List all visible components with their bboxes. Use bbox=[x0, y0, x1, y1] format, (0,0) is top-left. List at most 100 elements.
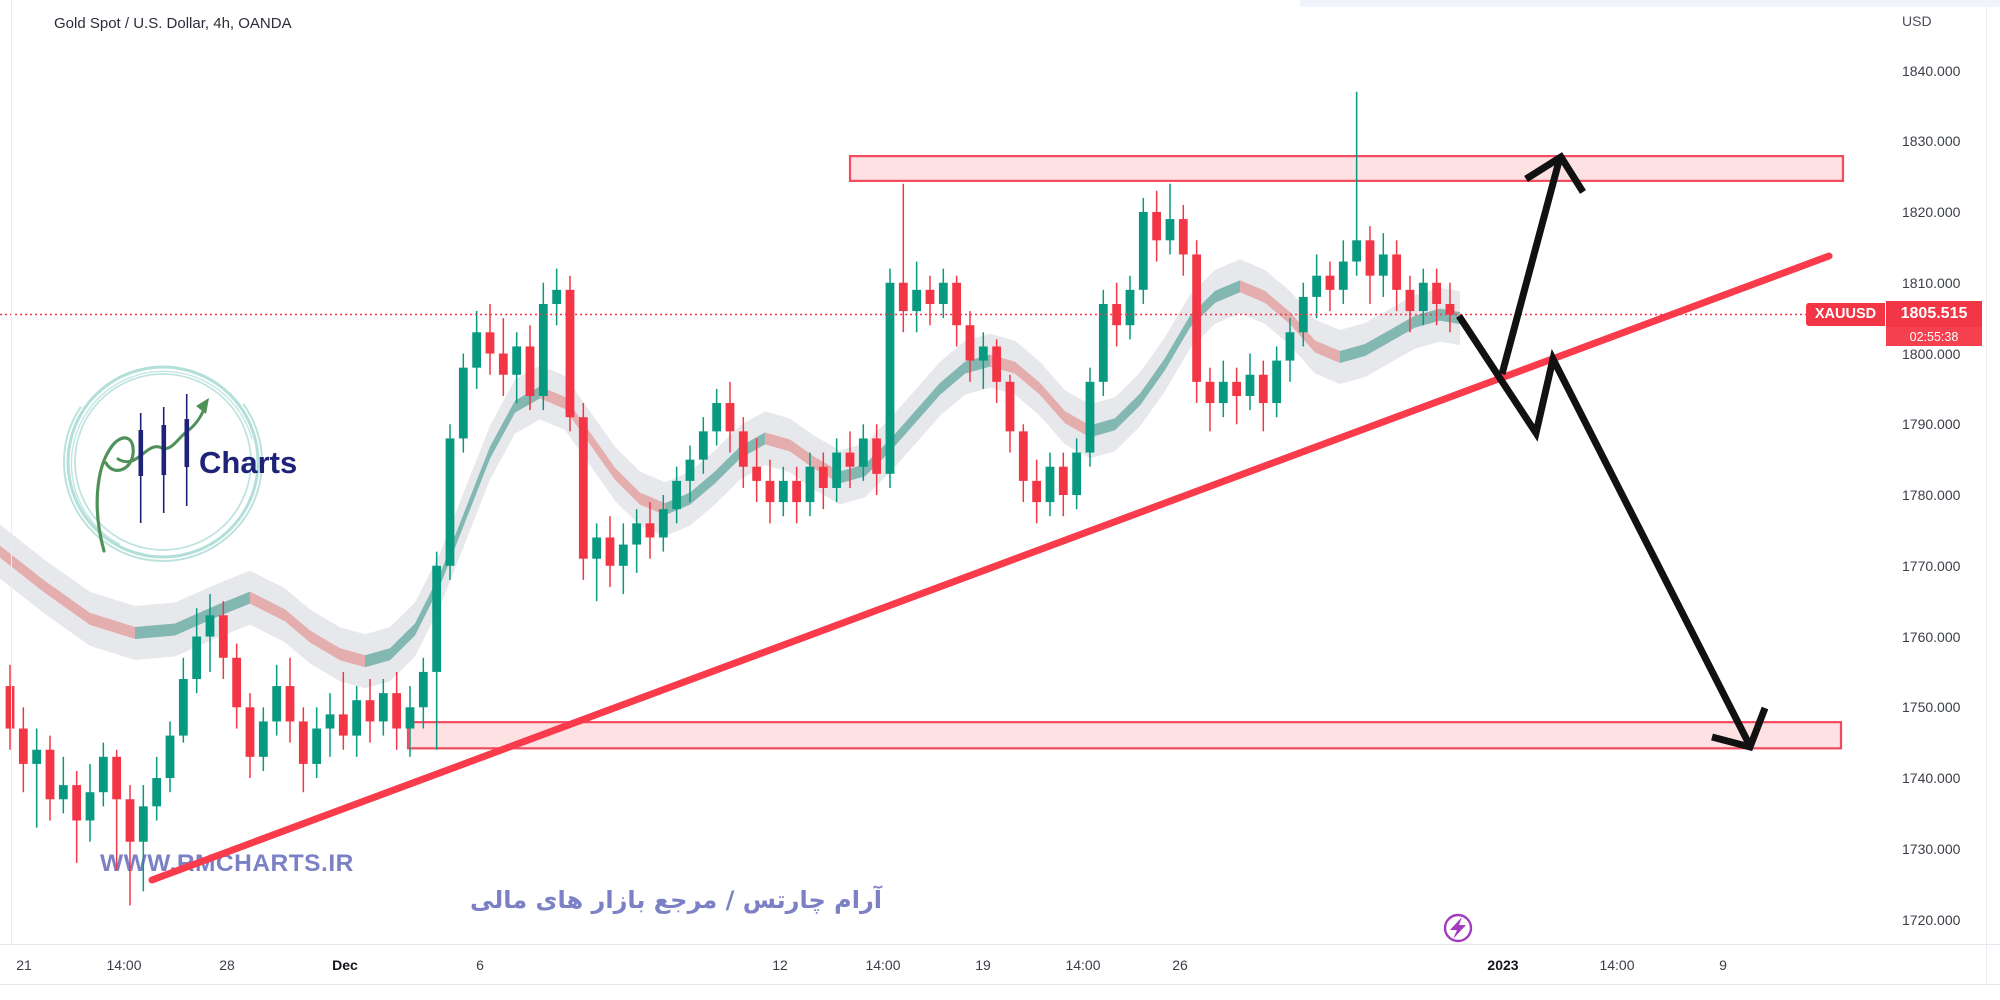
candle-up bbox=[85, 792, 95, 821]
candle-up bbox=[1218, 381, 1228, 404]
candlestick-series[interactable] bbox=[5, 91, 1455, 906]
price-tick-label: 1800.000 bbox=[1902, 345, 1961, 362]
ma-ribbon-up[interactable] bbox=[135, 591, 250, 640]
candle-up bbox=[885, 282, 895, 474]
candle-down bbox=[1432, 282, 1442, 304]
candle-down bbox=[952, 282, 962, 326]
candle-down bbox=[485, 332, 495, 354]
candle-up bbox=[1312, 275, 1322, 297]
candle-down bbox=[925, 289, 935, 304]
chart-title[interactable]: Gold Spot / U.S. Dollar, 4h, OANDA bbox=[54, 15, 292, 32]
candle-down bbox=[725, 403, 735, 432]
candle-down bbox=[992, 346, 1002, 382]
price-tick-label: 1780.000 bbox=[1902, 487, 1961, 504]
candle-down bbox=[365, 700, 375, 722]
ma-ribbon-up[interactable] bbox=[840, 354, 990, 484]
candle-up bbox=[632, 523, 642, 545]
time-tick-label: 12 bbox=[772, 957, 788, 973]
lightning-icon[interactable] bbox=[1443, 913, 1473, 943]
candle-up bbox=[258, 721, 268, 757]
price-tick-label: 1830.000 bbox=[1902, 133, 1961, 150]
candle-down bbox=[965, 325, 975, 361]
ma-ribbon-down[interactable] bbox=[540, 386, 665, 516]
price-tick-label: 1740.000 bbox=[1902, 770, 1961, 787]
time-axis-separator bbox=[0, 944, 2000, 945]
price-tick-label: 1840.000 bbox=[1902, 62, 1961, 79]
bar-countdown-label: 02:55:38 bbox=[1886, 327, 1982, 347]
time-tick-label: 28 bbox=[219, 957, 235, 973]
candle-down bbox=[578, 417, 588, 559]
candle-down bbox=[72, 785, 82, 821]
candle-down bbox=[1178, 219, 1188, 255]
candle-up bbox=[778, 480, 788, 503]
candle-up bbox=[1138, 212, 1148, 290]
candle-down bbox=[1032, 480, 1042, 503]
candle-down bbox=[18, 728, 28, 764]
candle-down bbox=[738, 431, 748, 467]
projection-arrow-down[interactable] bbox=[1456, 314, 1769, 752]
candle-down bbox=[1018, 431, 1028, 481]
logo-text: Charts bbox=[199, 445, 297, 480]
candle-down bbox=[525, 346, 535, 396]
logo-circle-icon bbox=[70, 370, 257, 557]
logo-candle-icon bbox=[161, 425, 167, 475]
candle-down bbox=[338, 714, 348, 736]
candle-down bbox=[1205, 381, 1215, 404]
left-border bbox=[11, 0, 12, 944]
candle-down bbox=[218, 615, 228, 658]
time-tick-label: 26 bbox=[1172, 957, 1188, 973]
ma-ribbon-down[interactable] bbox=[990, 354, 1090, 438]
time-tick-label: 14:00 bbox=[106, 957, 142, 973]
logo-circle-icon bbox=[63, 362, 263, 562]
time-tick-label: 9 bbox=[1719, 957, 1727, 973]
rm-charts-logo: Charts bbox=[63, 362, 297, 562]
candle-up bbox=[1085, 381, 1095, 453]
candle-up bbox=[685, 459, 695, 481]
time-tick-label: 21 bbox=[16, 957, 32, 973]
ma-ribbon-up[interactable] bbox=[1340, 308, 1460, 364]
candle-up bbox=[32, 749, 42, 764]
ma-ribbon-down[interactable] bbox=[250, 591, 365, 668]
candle-up bbox=[618, 544, 628, 566]
candle-down bbox=[765, 480, 775, 503]
top-toolbar-edge bbox=[1300, 0, 2000, 7]
logo-circle-icon bbox=[66, 365, 260, 559]
candle-up bbox=[592, 537, 602, 559]
candle-down bbox=[1152, 212, 1162, 241]
candle-down bbox=[1445, 303, 1455, 315]
demand-zone[interactable] bbox=[406, 721, 1843, 750]
candle-up bbox=[1338, 261, 1348, 290]
candle-down bbox=[845, 452, 855, 467]
candle-down bbox=[605, 537, 615, 566]
candle-up bbox=[912, 289, 922, 312]
candle-up bbox=[698, 431, 708, 460]
candle-up bbox=[1298, 296, 1308, 333]
time-tick-label: Dec bbox=[332, 957, 358, 973]
time-tick-label: 14:00 bbox=[1065, 957, 1101, 973]
candle-up bbox=[58, 785, 68, 800]
candle-up bbox=[1418, 282, 1428, 312]
candle-up bbox=[1045, 466, 1055, 503]
logo-candle-icon bbox=[184, 419, 190, 467]
ma-ribbon-down[interactable] bbox=[0, 545, 135, 640]
candle-up bbox=[378, 693, 388, 722]
candle-up bbox=[98, 756, 108, 793]
ma-band[interactable] bbox=[0, 259, 1460, 689]
price-tick-label: 1760.000 bbox=[1902, 628, 1961, 645]
supply-zone[interactable] bbox=[848, 155, 1845, 182]
candle-down bbox=[752, 466, 762, 481]
projection-arrow-up[interactable] bbox=[1498, 152, 1586, 375]
candle-up bbox=[1098, 303, 1108, 382]
candle-up bbox=[512, 346, 522, 375]
candle-down bbox=[1232, 381, 1242, 396]
candle-up bbox=[138, 806, 148, 842]
ma-ribbon-up[interactable] bbox=[1090, 280, 1240, 438]
candle-down bbox=[1005, 381, 1015, 432]
candle-down bbox=[872, 438, 882, 474]
candle-down bbox=[232, 657, 242, 708]
candle-down bbox=[45, 749, 55, 800]
candle-up bbox=[352, 700, 362, 736]
price-tick-label: 1770.000 bbox=[1902, 557, 1961, 574]
candle-up bbox=[272, 686, 282, 722]
